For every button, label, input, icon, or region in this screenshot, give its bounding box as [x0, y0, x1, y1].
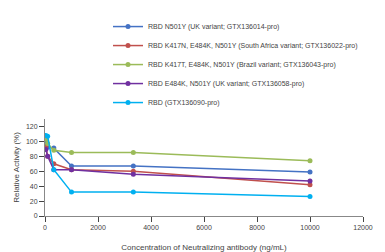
svg-text:RBD K417N, E484K, N501Y (South: RBD K417N, E484K, N501Y (South Africa va…	[148, 42, 358, 50]
svg-text:RBD K417T, E484K, N501Y (Brazi: RBD K417T, E484K, N501Y (Brazil variant;…	[148, 61, 336, 69]
svg-text:40: 40	[30, 183, 38, 190]
svg-text:80: 80	[30, 153, 38, 160]
svg-text:120: 120	[26, 123, 38, 130]
svg-text:0: 0	[43, 224, 47, 231]
svg-text:0: 0	[34, 212, 38, 219]
svg-text:100: 100	[26, 138, 38, 145]
svg-text:RBD N501Y (UK variant; GTX1360: RBD N501Y (UK variant; GTX136014-pro)	[148, 23, 279, 31]
svg-text:RBD E484K, N501Y (UK variant;: RBD E484K, N501Y (UK variant; GTX136058-…	[148, 80, 304, 88]
svg-text:60: 60	[30, 168, 38, 175]
svg-text:20: 20	[30, 198, 38, 205]
svg-text:10000: 10000	[300, 224, 320, 231]
svg-text:2000: 2000	[90, 224, 106, 231]
svg-text:Relative Activity (%): Relative Activity (%)	[12, 132, 21, 203]
svg-text:12000: 12000	[353, 224, 373, 231]
svg-text:4000: 4000	[143, 224, 159, 231]
svg-text:RBD (GTX136090-pro): RBD (GTX136090-pro)	[148, 99, 220, 107]
svg-text:6000: 6000	[196, 224, 212, 231]
svg-text:8000: 8000	[249, 224, 265, 231]
svg-text:Concentration of Neutralizing: Concentration of Neutralizing antibody (…	[121, 243, 287, 252]
